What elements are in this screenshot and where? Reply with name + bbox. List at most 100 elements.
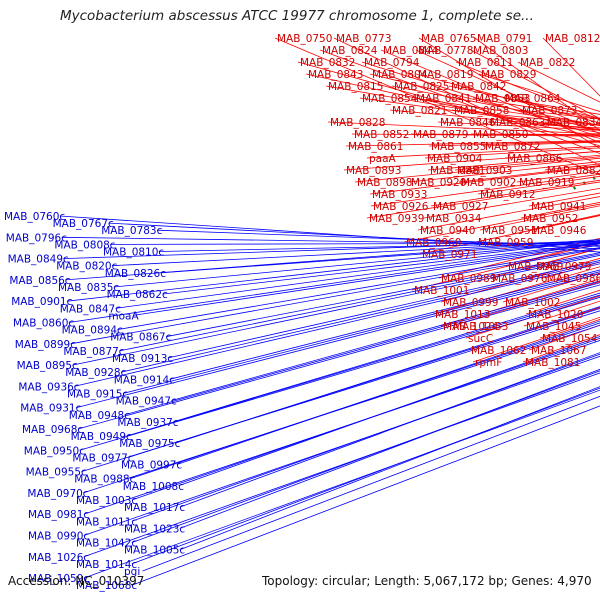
forward-gene-label: MAB_0863: [490, 117, 545, 129]
forward-gene-label: MAB_0866: [507, 153, 563, 165]
forward-leader-line: [410, 133, 600, 136]
forward-gene-label: MAB_0819: [418, 69, 473, 81]
forward-gene-label: MAB_0842: [451, 81, 506, 93]
forward-leader-line: [478, 73, 600, 112]
reverse-gene-label: MAB_0867c: [110, 332, 171, 344]
forward-leader-line: [489, 247, 600, 279]
reverse-leader-line: [72, 254, 600, 366]
forward-leader-line: [519, 109, 600, 120]
reverse-leader-line: [160, 240, 600, 274]
reverse-leader-line: [171, 280, 600, 401]
reverse-leader-line: [79, 296, 600, 451]
reverse-gene-label: MAB_0826c: [105, 268, 166, 280]
forward-gene-label: MAB_0841: [416, 93, 471, 105]
forward-leader-line: [361, 61, 600, 138]
reverse-gene-label: MAB_0783c: [101, 225, 162, 237]
forward-gene-label: MAB_0803: [473, 45, 528, 57]
forward-gene-label: MAB_0794: [364, 57, 420, 69]
reverse-gene-label: MAB_0968c: [22, 424, 83, 436]
forward-gene-label: MAB_0791: [477, 33, 532, 45]
forward-gene-label: MAB_0773: [336, 33, 391, 45]
forward-leader-line: [423, 187, 600, 219]
reverse-gene-label: MAB_0997c: [121, 460, 182, 472]
forward-leader-line: [472, 319, 600, 363]
forward-leader-line: [333, 37, 600, 166]
forward-leader-line: [516, 170, 600, 183]
reverse-gene-label: MAB_0899c: [15, 339, 76, 351]
forward-gene-label: MAB_0844: [383, 45, 439, 57]
forward-gene-label: MAB_0872: [485, 141, 540, 153]
forward-gene-label: MAB_0879: [413, 129, 468, 141]
forward-leader-line: [413, 97, 600, 126]
forward-leader-line: [451, 109, 600, 126]
forward-gene-label: MAB_0852: [354, 129, 409, 141]
reverse-leader-line: [156, 229, 600, 247]
forward-gene-label: MAB_0934: [426, 213, 482, 225]
forward-gene-label: MAB_0853: [475, 93, 530, 105]
reverse-leader-line: [65, 238, 600, 281]
gene-labels: MAB_0750 MAB_0773 MAB_0765 MAB_0791 MAB_0812…: [4, 33, 600, 592]
reverse-gene-label: MAB_1005c: [124, 545, 185, 557]
reverse-gene-label: MAB_0810c: [103, 247, 164, 259]
forward-leader-line: [411, 242, 600, 291]
reverse-gene-label: MAB_0988c: [74, 474, 135, 486]
reverse-leader-line: [75, 273, 600, 409]
forward-leader-line: [343, 150, 600, 171]
forward-gene-label: MAB_0927: [433, 201, 488, 213]
reverse-gene-label: MAB_1026c: [28, 552, 89, 564]
forward-gene-label: sucC: [468, 333, 493, 345]
reverse-leader-line: [108, 222, 600, 250]
reverse-leader-line: [131, 387, 600, 565]
forward-gene-label: MAB_0832: [300, 57, 355, 69]
forward-leader-line: [417, 196, 600, 231]
reverse-leader-line: [126, 294, 600, 437]
forward-leader-line: [345, 140, 600, 147]
reverse-leader-line: [66, 239, 600, 302]
forward-gene-label: MAB_1024: [443, 321, 499, 333]
reverse-leader-line: [120, 261, 600, 373]
forward-leader-line: [297, 61, 600, 147]
forward-gene-label: MAB_0999: [443, 297, 498, 309]
reverse-gene-label: MAB_0937c: [117, 417, 178, 429]
forward-leader-line: [477, 175, 600, 195]
reverse-gene-label: MAB_0767c: [53, 218, 114, 230]
reverse-gene-label: MAB_0981c: [28, 509, 89, 521]
forward-leader-line: [437, 121, 600, 131]
forward-gene-label: MAB_0952: [523, 213, 578, 225]
forward-gene-label: MAB_0926: [373, 201, 429, 213]
reverse-gene-label: MAB_0835c: [58, 282, 119, 294]
forward-leader-line: [354, 157, 600, 183]
reverse-leader-line: [110, 242, 600, 245]
forward-gene-label: MAB_1062: [471, 345, 526, 357]
reverse-leader-line: [61, 236, 600, 246]
reverse-gene-label: MAB_0877c: [63, 346, 124, 358]
forward-gene-label: MAB_0854: [362, 93, 418, 105]
reverse-leader-line: [167, 260, 600, 359]
forward-leader-line: [517, 61, 600, 103]
forward-leader-line: [542, 37, 600, 97]
reverse-leader-line: [117, 247, 600, 330]
reverse-leader-line: [115, 242, 600, 309]
forward-gene-label: MAB_0979: [536, 261, 591, 273]
reverse-leader-line: [83, 355, 600, 536]
forward-leader-line: [450, 281, 600, 327]
reverse-leader-line: [142, 395, 600, 572]
forward-leader-line: [544, 121, 600, 126]
forward-gene-label: MAB_0843: [308, 69, 363, 81]
reverse-gene-label: MAB_0915c: [67, 389, 128, 401]
forward-leader-line: [366, 181, 600, 219]
reverse-gene-label: MAB_0948c: [69, 410, 130, 422]
forward-gene-label: MAB_0804: [372, 69, 428, 81]
forward-gene-label: MAB_1013: [435, 309, 490, 321]
reverse-gene-label: MAB_1011c: [76, 516, 137, 528]
forward-gene-label: MAB_0951: [482, 225, 537, 237]
reverse-leader-line: [122, 271, 600, 394]
forward-gene-label: MAB_0850: [473, 129, 528, 141]
forward-gene-label: MAB_1067: [531, 345, 586, 357]
reverse-gene-label: MAB_0820c: [56, 261, 117, 273]
forward-leader-line: [369, 73, 600, 131]
forward-gene-label: MAB_0811: [458, 57, 513, 69]
reverse-gene-label: MAB_0950c: [24, 445, 85, 457]
reverse-gene-label: MAB_0949c: [71, 431, 132, 443]
forward-gene-label: MAB_0778: [418, 45, 473, 57]
